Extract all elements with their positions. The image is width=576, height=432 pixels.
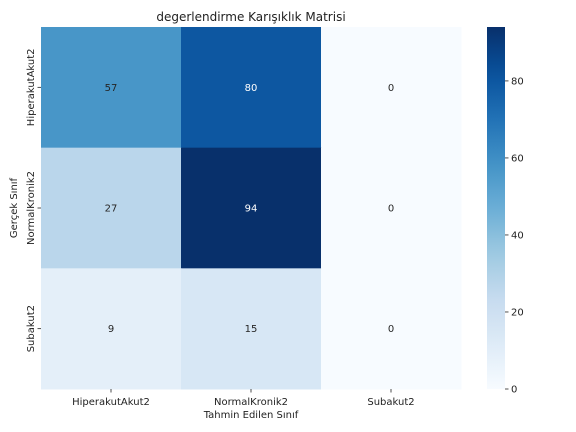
heatmap-cell-r1-c0 xyxy=(41,147,182,269)
y-tick-label: Subakut2 xyxy=(26,305,37,352)
heatmap-cell-r1-c1 xyxy=(181,147,322,269)
heatmap-cell-r0-c0 xyxy=(41,27,182,149)
heatmap-cell-r2-c0 xyxy=(41,268,182,390)
chart-title: degerlendirme Karışıklık Matrisi xyxy=(156,10,345,24)
heatmap-cell-r2-c1 xyxy=(181,268,322,390)
x-axis-label: Tahmin Edilen Sınıf xyxy=(203,410,299,421)
y-axis-label: Gerçek Sınıf xyxy=(9,177,20,238)
cell-value-label: 15 xyxy=(245,324,258,335)
colorbar-gradient xyxy=(487,27,505,389)
y-tick-label: HiperakutAkut2 xyxy=(26,48,37,126)
colorbar-tick-label: 60 xyxy=(511,153,524,164)
heatmap-cell-r1-c2 xyxy=(321,147,462,269)
x-tick-label: Subakut2 xyxy=(367,397,414,408)
cell-value-label: 0 xyxy=(388,204,394,215)
cell-value-label: 9 xyxy=(108,324,114,335)
x-tick-label: HiperakutAkut2 xyxy=(72,397,150,408)
y-tick-label: NormalKronik2 xyxy=(26,171,37,245)
cell-value-label: 80 xyxy=(245,83,258,94)
heatmap-cells xyxy=(41,27,462,390)
heatmap-cell-r2-c2 xyxy=(321,268,462,390)
x-tick-label: NormalKronik2 xyxy=(214,397,288,408)
heatmap-cell-r0-c1 xyxy=(181,27,322,149)
colorbar-tick-label: 80 xyxy=(511,76,524,87)
heatmap-cell-labels: 57 80 0 27 94 0 9 15 0 xyxy=(105,83,395,335)
colorbar-tick-label: 20 xyxy=(511,307,524,318)
cell-value-label: 57 xyxy=(105,83,118,94)
colorbar-tick-label: 40 xyxy=(511,230,524,241)
x-tick-labels: HiperakutAkut2 NormalKronik2 Subakut2 xyxy=(72,389,415,408)
cell-value-label: 94 xyxy=(245,204,258,215)
y-tick-labels: HiperakutAkut2 NormalKronik2 Subakut2 xyxy=(26,48,41,352)
cell-value-label: 27 xyxy=(105,204,118,215)
cell-value-label: 0 xyxy=(388,324,394,335)
colorbar: 0 20 40 60 80 xyxy=(487,27,524,396)
cell-value-label: 0 xyxy=(388,83,394,94)
colorbar-tick-label: 0 xyxy=(511,385,517,396)
heatmap-cell-r0-c2 xyxy=(321,27,462,149)
